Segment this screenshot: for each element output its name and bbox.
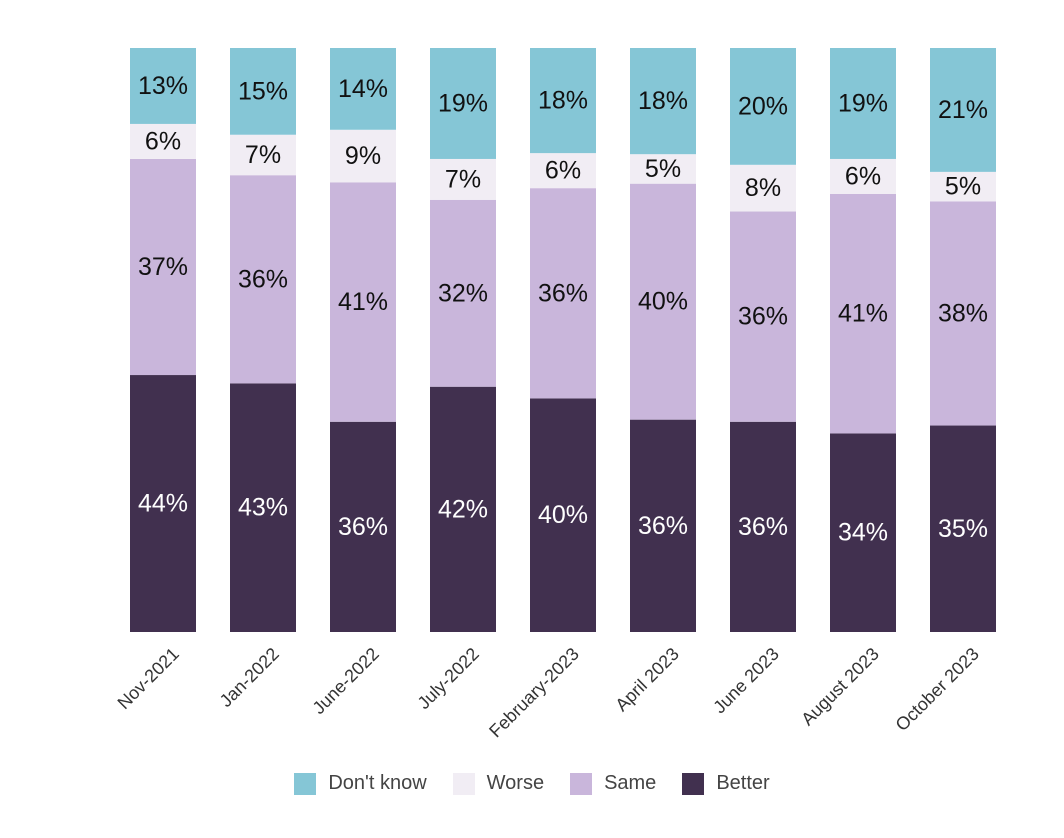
bar-better-july-2022: [430, 386, 496, 632]
bar-same-june-2023: [730, 211, 796, 422]
data-label-worse-june-2022: 9%: [345, 142, 381, 170]
bar-don-t-know-october-2023: [930, 48, 996, 172]
x-tick-label-april-2023: April 2023: [611, 644, 682, 715]
bar-same-july-2022: [430, 199, 496, 387]
chart-plot-area: 44% 37% 6% 13% Nov-2021 43% 36% 7% 15% Jan-2022 36…: [114, 48, 996, 742]
data-label-better-april-2023: 36%: [638, 512, 688, 540]
data-label-same-nov-2021: 37%: [138, 253, 188, 281]
x-tick-label-february-2023: February-2023: [485, 644, 583, 742]
bar-better-october-2023: [930, 425, 996, 632]
data-label-same-july-2022: 32%: [438, 279, 488, 307]
legend-swatch-same: [570, 772, 593, 795]
bar-don-t-know-february-2023: [530, 48, 596, 154]
legend-label-better: Better: [716, 772, 770, 794]
bar-same-february-2023: [530, 188, 596, 399]
data-label-better-nov-2021: 44%: [138, 490, 188, 518]
data-label-don-t-know-february-2023: 18%: [538, 87, 588, 115]
bar-better-jan-2022: [230, 383, 296, 632]
data-label-don-t-know-jan-2022: 15%: [238, 77, 288, 105]
bar-worse-february-2023: [530, 153, 596, 189]
legend-item-worse: Worse: [452, 772, 545, 795]
data-label-same-august-2023: 41%: [838, 300, 888, 328]
x-tick-label-august-2023: August 2023: [797, 644, 883, 730]
data-label-better-february-2023: 40%: [538, 501, 588, 529]
data-label-worse-jan-2022: 7%: [245, 141, 281, 169]
legend-swatch-worse: [452, 772, 475, 795]
bar-worse-july-2022: [430, 158, 496, 200]
data-label-same-february-2023: 36%: [538, 279, 588, 307]
legend-item-better: Better: [682, 772, 770, 795]
data-label-better-august-2023: 34%: [838, 519, 888, 547]
data-label-same-june-2023: 36%: [738, 303, 788, 331]
data-label-don-t-know-april-2023: 18%: [638, 87, 688, 115]
bar-same-jan-2022: [230, 175, 296, 384]
legend-swatch-better: [682, 772, 705, 795]
data-label-worse-april-2023: 5%: [645, 155, 681, 183]
legend-item-same: Same: [570, 772, 656, 795]
legend-label-same: Same: [604, 772, 657, 794]
bar-better-february-2023: [530, 398, 596, 632]
bar-better-april-2023: [630, 419, 696, 632]
bar-worse-june-2023: [730, 164, 796, 212]
data-label-don-t-know-july-2022: 19%: [438, 89, 488, 117]
bar-worse-april-2023: [630, 154, 696, 184]
x-tick-label-june-2023: June 2023: [709, 644, 783, 718]
bar-worse-august-2023: [830, 158, 896, 194]
data-label-worse-august-2023: 6%: [845, 162, 881, 190]
bar-same-nov-2021: [130, 158, 196, 376]
bar-better-nov-2021: [130, 375, 196, 632]
data-label-same-april-2023: 40%: [638, 288, 688, 316]
bar-better-june-2023: [730, 421, 796, 632]
bar-don-t-know-jan-2022: [230, 48, 296, 135]
data-label-worse-nov-2021: 6%: [145, 127, 181, 155]
bar-worse-october-2023: [930, 171, 996, 202]
legend-label-don-t-know: Don't know: [328, 772, 427, 794]
x-tick-label-october-2023: October 2023: [892, 644, 983, 735]
bar-don-t-know-june-2023: [730, 48, 796, 165]
bar-worse-june-2022: [330, 129, 396, 183]
x-tick-label-jan-2022: Jan-2022: [216, 644, 283, 711]
bar-better-june-2022: [330, 421, 396, 632]
data-label-better-july-2022: 42%: [438, 495, 488, 523]
legend-swatch-don-t-know: [294, 772, 317, 795]
bar-don-t-know-august-2023: [830, 48, 896, 159]
data-label-worse-february-2023: 6%: [545, 157, 581, 185]
x-tick-label-nov-2021: Nov-2021: [114, 644, 183, 713]
bar-worse-nov-2021: [130, 123, 196, 159]
bar-don-t-know-june-2022: [330, 48, 396, 130]
data-label-better-october-2023: 35%: [938, 515, 988, 543]
chart-legend: Don't know Worse Same Better: [0, 772, 1064, 795]
bar-don-t-know-nov-2021: [130, 48, 196, 124]
x-tick-label-july-2022: July-2022: [414, 644, 483, 713]
bar-don-t-know-july-2022: [430, 48, 496, 159]
data-label-better-june-2022: 36%: [338, 513, 388, 541]
data-label-don-t-know-june-2022: 14%: [338, 75, 388, 103]
data-label-better-june-2023: 36%: [738, 513, 788, 541]
data-label-worse-october-2023: 5%: [945, 173, 981, 201]
data-label-same-october-2023: 38%: [938, 299, 988, 327]
data-label-don-t-know-june-2023: 20%: [738, 92, 788, 120]
bar-don-t-know-april-2023: [630, 48, 696, 155]
data-label-worse-july-2022: 7%: [445, 165, 481, 193]
data-label-same-jan-2022: 36%: [238, 265, 288, 293]
legend-label-worse: Worse: [486, 772, 545, 794]
bar-same-april-2023: [630, 183, 696, 420]
data-label-don-t-know-nov-2021: 13%: [138, 72, 188, 100]
x-tick-label-june-2022: June-2022: [309, 644, 383, 718]
bar-same-june-2022: [330, 182, 396, 422]
legend-item-don-t-know: Don't know: [294, 772, 427, 795]
bar-better-august-2023: [830, 433, 896, 632]
data-label-don-t-know-august-2023: 19%: [838, 89, 888, 117]
bar-worse-jan-2022: [230, 134, 296, 176]
bar-same-october-2023: [930, 201, 996, 426]
data-label-better-jan-2022: 43%: [238, 494, 288, 522]
data-label-don-t-know-october-2023: 21%: [938, 96, 988, 124]
data-label-worse-june-2023: 8%: [745, 174, 781, 202]
data-label-same-june-2022: 41%: [338, 288, 388, 316]
bar-same-august-2023: [830, 194, 896, 434]
